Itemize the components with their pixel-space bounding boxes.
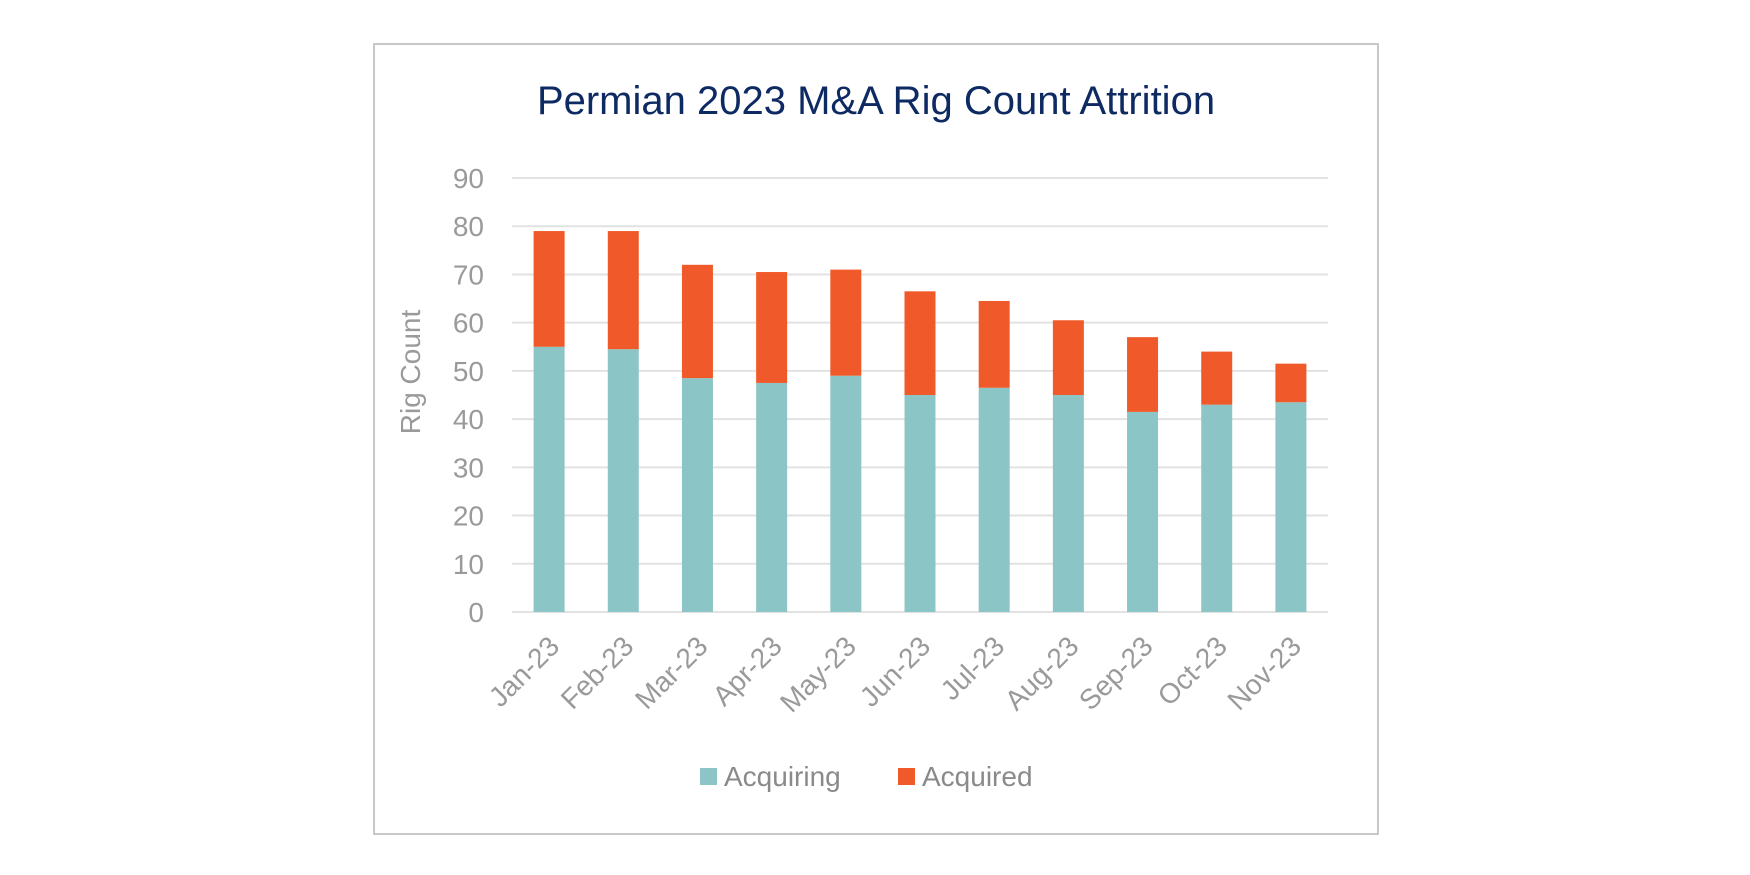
legend-label-acquired: Acquired (922, 761, 1033, 792)
y-tick-label: 10 (453, 549, 484, 580)
y-tick-label: 90 (453, 163, 484, 194)
y-axis-label: Rig Count (395, 310, 426, 435)
y-tick-label: 80 (453, 211, 484, 242)
legend-swatch-acquiring (700, 768, 717, 785)
bar-acquiring-mar-23 (681, 378, 713, 612)
bar-acquired-oct-23 (1201, 351, 1233, 405)
bar-acquired-aug-23 (1052, 320, 1084, 395)
bar-acquiring-nov-23 (1275, 402, 1307, 612)
y-tick-label: 30 (453, 452, 484, 483)
bar-acquired-mar-23 (681, 264, 713, 379)
bar-acquiring-oct-23 (1201, 404, 1233, 612)
gridlines (512, 177, 1328, 613)
bar-acquiring-feb-23 (607, 349, 639, 612)
bar-acquired-jan-23 (533, 231, 565, 347)
bar-acquiring-jul-23 (978, 387, 1010, 612)
bar-acquired-nov-23 (1275, 363, 1307, 403)
bar-acquired-sep-23 (1127, 337, 1159, 412)
y-tick-label: 70 (453, 259, 484, 290)
bar-acquiring-jan-23 (533, 346, 565, 612)
bar-acquired-jul-23 (978, 300, 1010, 388)
bar-acquired-apr-23 (756, 272, 788, 383)
bars (533, 231, 1307, 612)
bar-acquiring-jun-23 (904, 395, 936, 612)
bar-acquiring-sep-23 (1127, 411, 1159, 612)
y-axis-ticks: 0 10 20 30 40 50 60 70 80 90 (453, 163, 484, 628)
bar-acquiring-may-23 (830, 375, 862, 612)
legend-label-acquiring: Acquiring (724, 761, 841, 792)
bar-acquired-jun-23 (904, 291, 936, 395)
bar-acquiring-aug-23 (1052, 395, 1084, 612)
y-tick-label: 60 (453, 308, 484, 339)
y-tick-label: 40 (453, 404, 484, 435)
y-tick-label: 0 (468, 597, 484, 628)
y-tick-label: 50 (453, 356, 484, 387)
y-tick-label: 20 (453, 501, 484, 532)
bar-acquired-may-23 (830, 269, 862, 376)
legend-swatch-acquired (898, 768, 915, 785)
bar-acquired-feb-23 (607, 231, 639, 350)
bar-acquiring-apr-23 (756, 382, 788, 612)
chart-title: Permian 2023 M&A Rig Count Attrition (537, 79, 1215, 123)
legend: Acquiring Acquired (700, 761, 1033, 792)
